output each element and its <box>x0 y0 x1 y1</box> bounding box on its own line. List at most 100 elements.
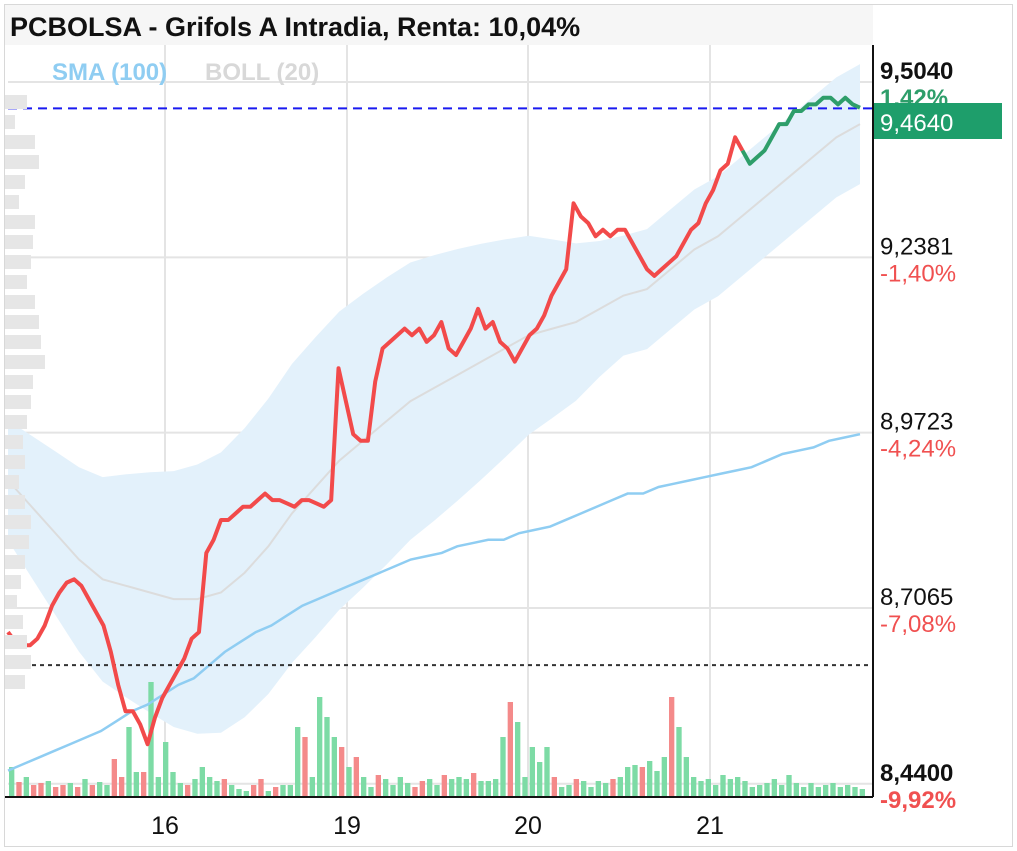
profile-bar <box>5 515 31 529</box>
profile-bar <box>5 615 23 629</box>
volume-bar <box>287 785 293 797</box>
x-tick-label: 21 <box>696 812 724 840</box>
volume-bar <box>60 785 66 797</box>
volume-bar <box>801 787 807 797</box>
profile-bar <box>5 395 31 409</box>
volume-bar <box>676 727 682 797</box>
profile-bar <box>5 595 17 609</box>
volume-bar <box>661 757 667 797</box>
volume-bar <box>515 722 521 797</box>
volume-bar <box>317 697 323 797</box>
profile-bar <box>5 355 45 369</box>
volume-bar <box>698 781 704 797</box>
y-tick-pct: -9,92% <box>880 787 956 814</box>
volume-bar <box>654 771 660 797</box>
volume-bar <box>295 727 301 797</box>
legend-boll: BOLL (20) <box>205 59 319 86</box>
y-tick-pct: -4,24% <box>880 436 956 463</box>
volume-bar <box>412 787 418 797</box>
volume-bar <box>713 785 719 797</box>
y-tick-value: 8,9723 <box>880 409 953 436</box>
volume-bar <box>192 779 198 797</box>
volume-bar <box>727 779 733 797</box>
volume-bar <box>603 783 609 797</box>
profile-bar <box>5 195 19 209</box>
volume-bar <box>632 765 638 797</box>
volume-bar <box>749 787 755 797</box>
volume-bar <box>346 767 352 797</box>
volume-bar <box>683 757 689 797</box>
profile-bar <box>5 635 27 649</box>
volume-bar <box>361 777 367 797</box>
volume-bar <box>507 702 513 797</box>
x-tick-label: 16 <box>151 812 179 840</box>
sma-line <box>7 432 861 772</box>
volume-bar <box>31 785 37 797</box>
profile-bar <box>5 175 25 189</box>
profile-bar <box>5 295 35 309</box>
reference-lines <box>8 107 873 667</box>
volume-bar <box>375 775 381 797</box>
volume-bar <box>383 779 389 797</box>
volume-bar <box>280 785 286 797</box>
price-path-green <box>740 95 861 166</box>
profile-bar <box>5 315 39 329</box>
volume-bar <box>581 781 587 797</box>
volume-bar <box>551 777 557 797</box>
volume-bar <box>639 767 645 797</box>
volume-bar <box>757 785 763 797</box>
volume-bar <box>529 747 535 797</box>
volume-bar <box>705 779 711 797</box>
volume-bar <box>141 772 147 797</box>
volume-bar <box>38 783 44 797</box>
volume-bar <box>16 782 22 797</box>
profile-bar <box>5 155 39 169</box>
volume-bar <box>691 777 697 797</box>
x-axis-labels: 16 19 20 21 <box>151 812 724 840</box>
boll-band-area <box>8 64 860 734</box>
volume-bar <box>390 785 396 797</box>
volume-bar <box>625 767 631 797</box>
volume-bar <box>265 791 271 797</box>
volume-bar <box>89 785 95 797</box>
volume-bar <box>353 757 359 797</box>
volume-bar <box>669 697 675 797</box>
volume-bar <box>67 783 73 797</box>
volume-bar <box>617 777 623 797</box>
volume-bar <box>119 777 125 797</box>
volume-bar <box>163 742 169 797</box>
y-tick-value: 8,4400 <box>880 760 953 787</box>
current-price-tag: 9,4640 <box>874 103 1002 139</box>
volume-bar <box>177 783 183 797</box>
volume-bar <box>185 785 191 797</box>
volume-bar <box>368 787 374 797</box>
volume-bar <box>456 777 462 797</box>
volume-bar <box>207 777 213 797</box>
profile-bar <box>5 375 33 389</box>
volume-bar <box>111 759 117 797</box>
volume-bar <box>859 789 865 797</box>
profile-bar <box>5 255 31 269</box>
volume-bar <box>559 787 565 797</box>
volume-bar <box>427 779 433 797</box>
y-tick-pct: -7,08% <box>880 611 956 638</box>
profile-bar <box>5 415 27 429</box>
volume-bar <box>302 737 308 797</box>
volume-bar <box>742 781 748 797</box>
profile-bar <box>5 475 19 489</box>
volume-bar <box>852 787 858 797</box>
volume-bar <box>258 779 264 797</box>
volume-bar <box>97 782 103 797</box>
volume-bar <box>419 781 425 797</box>
volume-bar <box>273 787 279 797</box>
volume-bar <box>236 789 242 797</box>
volume-bar <box>845 785 851 797</box>
profile-bar <box>5 455 25 469</box>
volume-bar <box>647 761 653 797</box>
profile-bar <box>5 435 23 449</box>
volume-bar <box>771 779 777 797</box>
volume-bar <box>229 785 235 797</box>
volume-bar <box>573 779 579 797</box>
volume-bar <box>588 787 594 797</box>
volume-bar <box>23 777 29 797</box>
